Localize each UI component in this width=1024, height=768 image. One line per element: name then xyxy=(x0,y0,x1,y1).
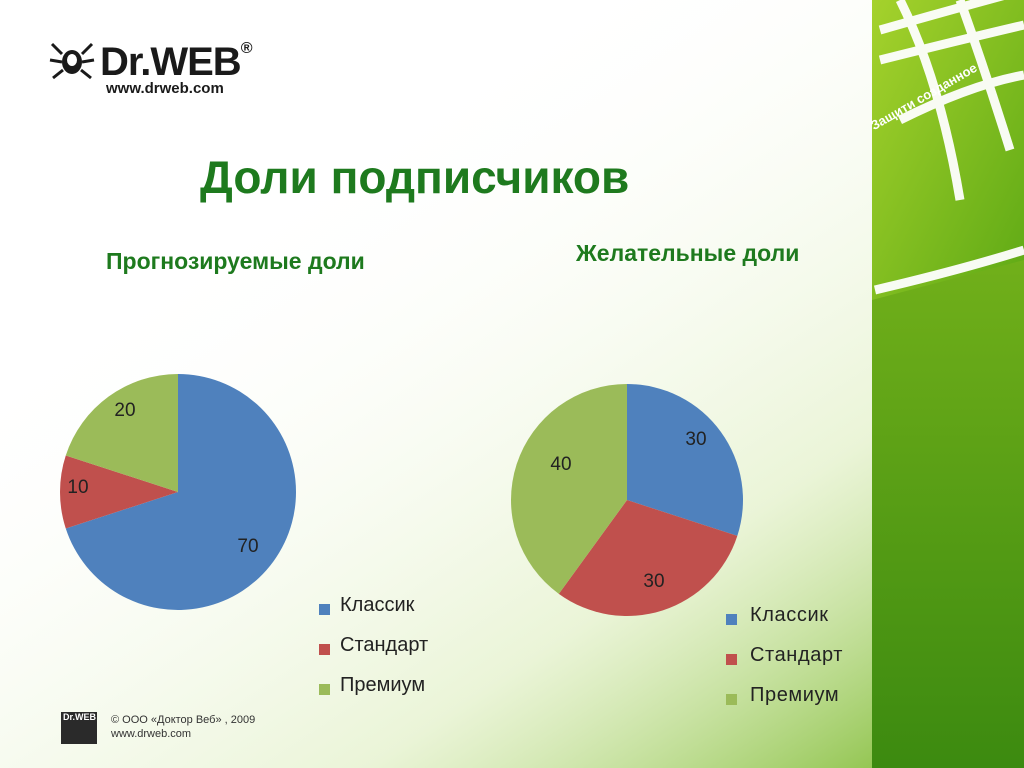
legend-label: Премиум xyxy=(340,674,426,696)
legend-label: Стандарт xyxy=(750,644,843,666)
pie-data-label-0-2: 20 xyxy=(114,400,135,421)
pie-data-label-1-1: 30 xyxy=(643,571,664,592)
legend-label: Классик xyxy=(750,604,829,626)
pie-data-label-1-0: 30 xyxy=(685,429,706,450)
spider-logo-icon xyxy=(49,42,95,80)
legend-label: Премиум xyxy=(750,684,840,706)
pie-slice-0-0 xyxy=(65,374,296,610)
footer-copyright-line: © ООО «Доктор Веб» , 2009 xyxy=(111,714,256,726)
legend-swatch xyxy=(319,684,330,695)
pie-slice-1-2 xyxy=(511,384,627,594)
footer-logo-icon xyxy=(61,712,97,744)
legend-swatch xyxy=(319,604,330,615)
legend-label: Классик xyxy=(340,594,415,616)
legend-swatch xyxy=(726,614,737,625)
pie-data-label-0-1: 10 xyxy=(67,477,88,498)
pie-data-label-1-2: 40 xyxy=(550,454,571,475)
legend-swatch xyxy=(726,654,737,665)
chart-title-desired: Желательные доли xyxy=(576,240,800,266)
pie-slice-1-0 xyxy=(627,384,743,536)
logo-url: www.drweb.com xyxy=(106,80,224,97)
pie-slice-1-1 xyxy=(558,500,738,616)
footer-logo-text: Dr.WEB xyxy=(63,712,97,722)
logo-wordmark: Dr.WEB® xyxy=(100,40,252,84)
legend-label: Стандарт xyxy=(340,634,429,656)
footer-url: www.drweb.com xyxy=(111,728,192,740)
legend-swatch xyxy=(726,694,737,705)
chart-title-forecast: Прогнозируемые доли xyxy=(106,248,365,274)
legend-swatch xyxy=(319,644,330,655)
pie-slice-0-1 xyxy=(59,455,178,529)
page-title: Доли подписчиков xyxy=(200,151,630,203)
pie-slice-0-2 xyxy=(65,374,178,492)
footer-copyright: © ООО «Доктор Веб» , 2009 www.drweb.com xyxy=(111,713,255,741)
pie-data-label-0-0: 70 xyxy=(237,536,258,557)
